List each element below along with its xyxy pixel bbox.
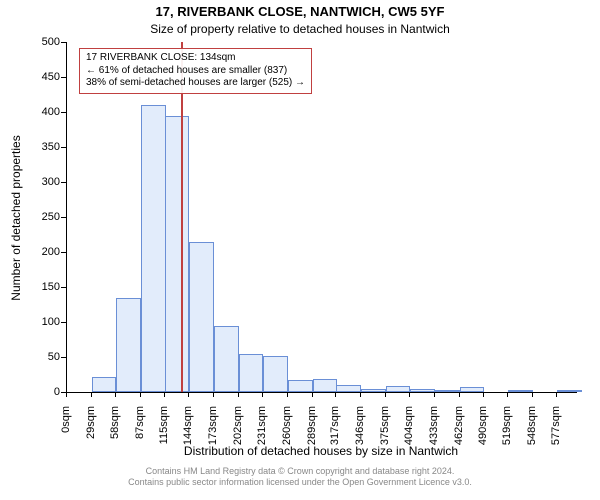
x-tick-label: 317sqm (329, 406, 341, 456)
y-axis-label: Number of detached properties (9, 43, 23, 393)
y-tick-label: 200 (26, 246, 60, 258)
x-tick-label: 260sqm (281, 406, 293, 456)
x-tick-label: 115sqm (158, 406, 170, 456)
x-tick (164, 392, 165, 397)
x-tick-label: 231sqm (256, 406, 268, 456)
y-tick-label: 0 (26, 386, 60, 398)
x-tick-label: 433sqm (428, 406, 440, 456)
y-tick-label: 150 (26, 281, 60, 293)
histogram-bar (435, 390, 460, 392)
y-tick-label: 450 (26, 71, 60, 83)
histogram-bar (92, 377, 117, 392)
x-tick-label: 577sqm (550, 406, 562, 456)
x-tick (459, 392, 460, 397)
histogram-bar (189, 242, 214, 393)
x-tick (140, 392, 141, 397)
y-tick-label: 50 (26, 351, 60, 363)
y-tick-label: 100 (26, 316, 60, 328)
y-tick (61, 42, 66, 43)
annotation-line-1: 17 RIVERBANK CLOSE: 134sqm (86, 52, 305, 65)
histogram-bar (336, 385, 361, 392)
x-tick-label: 462sqm (453, 406, 465, 456)
x-tick-label: 404sqm (403, 406, 415, 456)
chart-container: 17, RIVERBANK CLOSE, NANTWICH, CW5 5YF S… (0, 0, 600, 500)
x-tick (287, 392, 288, 397)
plot-area: 17 RIVERBANK CLOSE: 134sqm← 61% of detac… (66, 42, 577, 393)
x-tick (409, 392, 410, 397)
histogram-bar (239, 354, 264, 393)
x-tick (360, 392, 361, 397)
y-tick (61, 112, 66, 113)
x-tick-label: 144sqm (182, 406, 194, 456)
annotation-line-2: ← 61% of detached houses are smaller (83… (86, 65, 305, 78)
histogram-bar (288, 380, 313, 392)
x-tick (312, 392, 313, 397)
y-tick-label: 300 (26, 176, 60, 188)
x-tick (532, 392, 533, 397)
x-tick-label: 87sqm (134, 406, 146, 456)
y-tick-label: 350 (26, 141, 60, 153)
y-tick (61, 322, 66, 323)
histogram-bar (214, 326, 239, 393)
x-tick (66, 392, 67, 397)
histogram-bar (460, 387, 485, 392)
y-tick (61, 287, 66, 288)
y-tick-label: 400 (26, 106, 60, 118)
x-tick-label: 58sqm (109, 406, 121, 456)
histogram-bar (313, 379, 338, 392)
y-tick (61, 357, 66, 358)
histogram-bar (557, 390, 582, 392)
histogram-bar (116, 298, 141, 393)
x-tick (507, 392, 508, 397)
histogram-bar (508, 390, 533, 392)
x-tick-label: 173sqm (207, 406, 219, 456)
x-tick (335, 392, 336, 397)
y-tick-label: 250 (26, 211, 60, 223)
chart-subtitle: Size of property relative to detached ho… (0, 22, 600, 36)
histogram-bar (361, 389, 386, 392)
y-tick (61, 77, 66, 78)
histogram-bar (263, 356, 288, 392)
y-tick (61, 147, 66, 148)
x-tick-label: 0sqm (60, 406, 72, 456)
x-tick (188, 392, 189, 397)
annotation-box: 17 RIVERBANK CLOSE: 134sqm← 61% of detac… (79, 48, 312, 94)
y-tick (61, 217, 66, 218)
marker-line (181, 42, 183, 392)
x-tick-label: 29sqm (85, 406, 97, 456)
x-tick (91, 392, 92, 397)
x-tick-label: 202sqm (232, 406, 244, 456)
footer-note: Contains HM Land Registry data © Crown c… (0, 466, 600, 488)
footer-line-2: Contains public sector information licen… (0, 477, 600, 488)
x-tick (213, 392, 214, 397)
x-tick-label: 346sqm (354, 406, 366, 456)
annotation-line-3: 38% of semi-detached houses are larger (… (86, 77, 305, 90)
chart-title: 17, RIVERBANK CLOSE, NANTWICH, CW5 5YF (0, 4, 600, 19)
x-tick-label: 519sqm (501, 406, 513, 456)
x-tick (262, 392, 263, 397)
x-tick (556, 392, 557, 397)
y-tick (61, 182, 66, 183)
x-tick (434, 392, 435, 397)
x-tick-label: 490sqm (477, 406, 489, 456)
x-tick-label: 375sqm (379, 406, 391, 456)
x-tick (115, 392, 116, 397)
x-tick (483, 392, 484, 397)
footer-line-1: Contains HM Land Registry data © Crown c… (0, 466, 600, 477)
y-tick (61, 252, 66, 253)
y-tick-label: 500 (26, 36, 60, 48)
x-tick-label: 289sqm (306, 406, 318, 456)
x-tick-label: 548sqm (526, 406, 538, 456)
histogram-bar (410, 389, 435, 393)
histogram-bar (165, 116, 190, 393)
histogram-bar (386, 386, 411, 392)
x-tick (385, 392, 386, 397)
histogram-bar (141, 105, 166, 392)
x-tick (238, 392, 239, 397)
